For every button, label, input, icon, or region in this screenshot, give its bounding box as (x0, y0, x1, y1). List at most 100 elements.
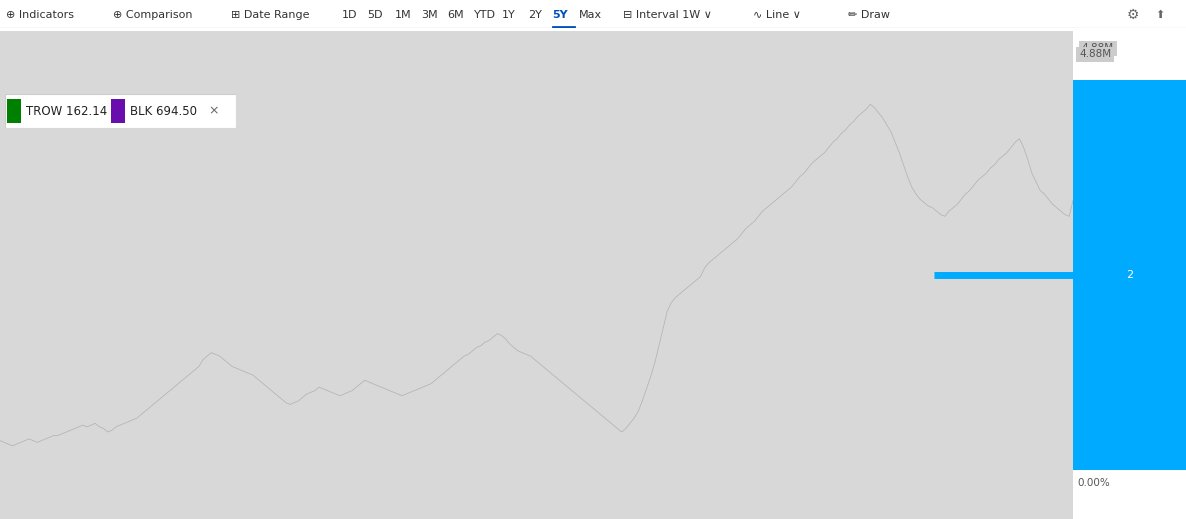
Bar (906, 64, 910, 89)
Text: ∿ Line ∨: ∿ Line ∨ (753, 9, 801, 20)
Bar (139, 61, 142, 89)
Bar (1059, 62, 1063, 89)
Bar (496, 65, 499, 89)
Bar (404, 84, 408, 89)
Bar (529, 85, 533, 89)
Bar (968, 80, 971, 89)
Bar (164, 82, 167, 89)
Bar (363, 63, 366, 89)
Bar (735, 62, 740, 89)
Bar (111, 99, 125, 123)
Bar (612, 84, 616, 89)
Bar (970, 89, 1077, 491)
Bar (313, 66, 317, 89)
Bar (230, 83, 234, 89)
Bar (177, 62, 180, 89)
Bar (677, 83, 682, 89)
Text: ✏ Draw: ✏ Draw (848, 9, 890, 20)
Bar (421, 77, 425, 89)
Bar (429, 62, 433, 89)
Bar (108, 31, 216, 89)
Bar (280, 83, 283, 89)
Text: ⊟ Interval 1W ∨: ⊟ Interval 1W ∨ (623, 9, 712, 20)
Bar (317, 83, 321, 89)
Bar (956, 72, 959, 89)
Bar (218, 63, 222, 89)
Bar (1026, 61, 1029, 89)
Bar (793, 62, 797, 89)
Bar (694, 84, 699, 89)
Bar (213, 62, 217, 89)
Bar (727, 67, 732, 89)
Bar (60, 80, 64, 89)
Bar (504, 77, 508, 89)
Bar (39, 85, 44, 89)
Bar (89, 78, 93, 89)
Bar (431, 89, 538, 491)
Text: +: + (547, 468, 559, 483)
Text: 5D: 5D (368, 9, 383, 20)
Bar (441, 66, 445, 89)
Bar (524, 63, 528, 89)
Bar (383, 71, 388, 89)
Bar (620, 54, 624, 89)
Bar (890, 79, 893, 89)
Bar (122, 70, 126, 89)
Bar (396, 72, 400, 89)
Bar (640, 48, 644, 89)
Bar (27, 63, 31, 89)
Bar (881, 79, 885, 89)
Bar (471, 69, 474, 89)
Bar (876, 69, 880, 89)
Bar (19, 81, 23, 89)
Text: YTD: YTD (474, 9, 497, 20)
Bar (862, 89, 970, 491)
Bar (715, 79, 719, 89)
Bar (23, 84, 27, 89)
Bar (740, 81, 744, 89)
Bar (632, 56, 636, 89)
Bar (408, 82, 412, 89)
Bar (1073, 80, 1186, 470)
Bar (754, 89, 862, 491)
Bar (0, 76, 2, 89)
Text: ⬆: ⬆ (1155, 9, 1165, 20)
Bar (172, 84, 176, 89)
Bar (147, 77, 151, 89)
Bar (690, 80, 694, 89)
Bar (707, 85, 710, 89)
Bar (227, 62, 230, 89)
Bar (463, 62, 466, 89)
Text: Max: Max (579, 9, 601, 20)
Bar (516, 74, 519, 89)
Bar (973, 67, 976, 89)
Bar (160, 74, 164, 89)
Bar (591, 77, 594, 89)
Text: 5Y: 5Y (553, 9, 568, 20)
Bar (538, 31, 646, 89)
Text: 145.43%: 145.43% (1086, 206, 1134, 215)
Bar (686, 77, 690, 89)
Bar (1067, 71, 1071, 89)
Bar (197, 71, 200, 89)
Bar (425, 72, 428, 89)
Bar (0, 89, 108, 491)
Text: 2: 2 (1126, 270, 1134, 280)
Bar (305, 67, 308, 89)
Bar (1009, 85, 1013, 89)
Bar (474, 63, 478, 89)
Bar (1038, 75, 1042, 89)
Bar (926, 78, 930, 89)
Bar (285, 60, 288, 89)
Bar (835, 81, 839, 89)
Bar (508, 82, 511, 89)
Bar (1046, 77, 1051, 89)
Bar (769, 64, 772, 89)
Bar (566, 67, 569, 89)
Bar (77, 78, 81, 89)
Bar (629, 62, 632, 89)
Bar (579, 61, 582, 89)
Bar (856, 69, 860, 89)
Text: BLK 694.50: BLK 694.50 (129, 104, 197, 118)
Text: ×: × (209, 104, 218, 118)
